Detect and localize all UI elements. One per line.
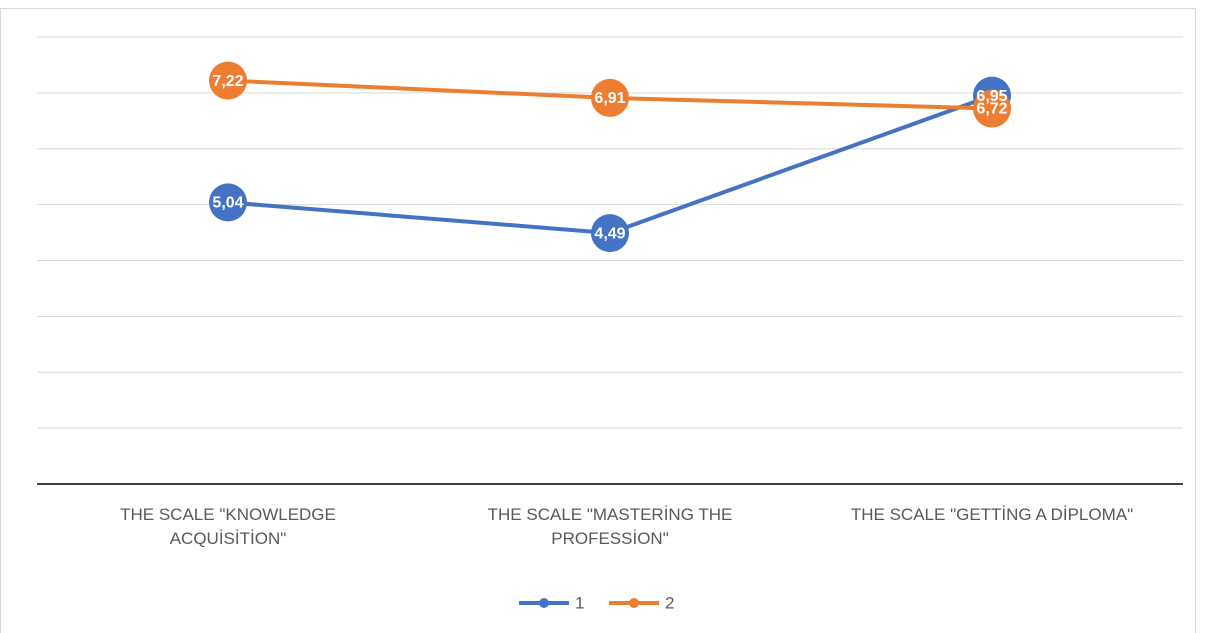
data-label: 6,91 [594, 90, 625, 107]
marker [209, 183, 247, 222]
legend-marker [629, 598, 639, 608]
legend-marker [539, 598, 549, 608]
data-label: 7,22 [212, 73, 243, 90]
legend-label: 1 [575, 593, 584, 612]
x-tick-label: THE SCALE "KNOWLEDGE ACQUİSİTİON" [120, 505, 336, 548]
data-label: 4,49 [594, 225, 625, 242]
marker [973, 89, 1011, 128]
marker [591, 214, 629, 253]
data-label: 6,95 [976, 88, 1007, 105]
marker [591, 78, 629, 117]
data-label: 6,72 [976, 101, 1007, 118]
data-label: 5,04 [212, 195, 243, 212]
marker [209, 61, 247, 100]
x-tick-label: THE SCALE "MASTERİNG THE PROFESSİON" [487, 505, 733, 548]
legend-label: 2 [665, 593, 674, 612]
x-tick-label: THE SCALE "GETTİNG A DİPLOMA" [850, 505, 1134, 524]
